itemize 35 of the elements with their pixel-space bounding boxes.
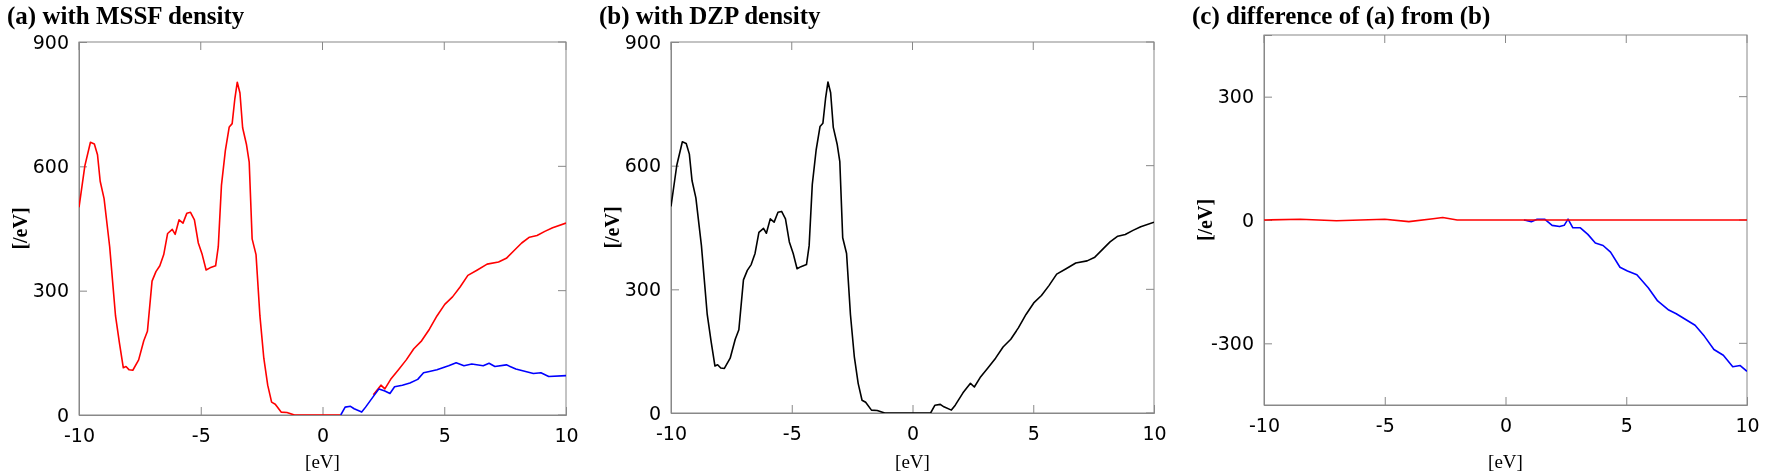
line-series [671, 81, 1154, 413]
y-tick-label: 300 [32, 279, 69, 302]
x-axis-title: [eV] [1488, 451, 1523, 472]
x-tick-label: -10 [63, 424, 96, 447]
x-tick-label: -10 [1248, 414, 1281, 437]
x-tick-label: -5 [782, 422, 802, 445]
x-tick-label: 10 [554, 424, 579, 447]
x-tick-label: 0 [1499, 414, 1513, 437]
y-axis-title: [/eV] [9, 207, 31, 250]
y-axis-title: [/eV] [601, 206, 623, 249]
y-tick-label: 600 [32, 154, 69, 177]
x-tick-label: 5 [1027, 422, 1040, 445]
x-tick-label: 0 [316, 424, 330, 447]
x-tick-label: -5 [191, 424, 211, 447]
y-tick-label: 900 [624, 30, 661, 53]
chart-title: (b) with DZP density [599, 2, 822, 30]
chart-title: (a) with MSSF density [7, 2, 245, 30]
x-tick-label: -10 [655, 422, 688, 445]
x-tick-label: 0 [906, 422, 920, 445]
y-tick-label: 300 [624, 277, 661, 300]
x-tick-label: 5 [1620, 414, 1633, 437]
y-tick-label: 600 [624, 154, 661, 177]
x-axis-title: [eV] [305, 451, 340, 472]
y-tick-label: 0 [1241, 208, 1254, 231]
x-tick-label: -5 [1375, 414, 1395, 437]
line-series [339, 361, 566, 415]
x-tick-label: 10 [1142, 422, 1167, 445]
x-tick-label: 5 [438, 424, 451, 447]
y-tick-label: 300 [1217, 85, 1254, 108]
x-tick-label: 10 [1735, 414, 1760, 437]
chart-title: (c) difference of (a) from (b) [1192, 2, 1491, 30]
y-tick-label: 900 [32, 30, 69, 53]
x-axis-title: [eV] [895, 451, 930, 472]
y-axis-title: [/eV] [1194, 198, 1216, 242]
y-tick-label: -300 [1210, 331, 1254, 354]
